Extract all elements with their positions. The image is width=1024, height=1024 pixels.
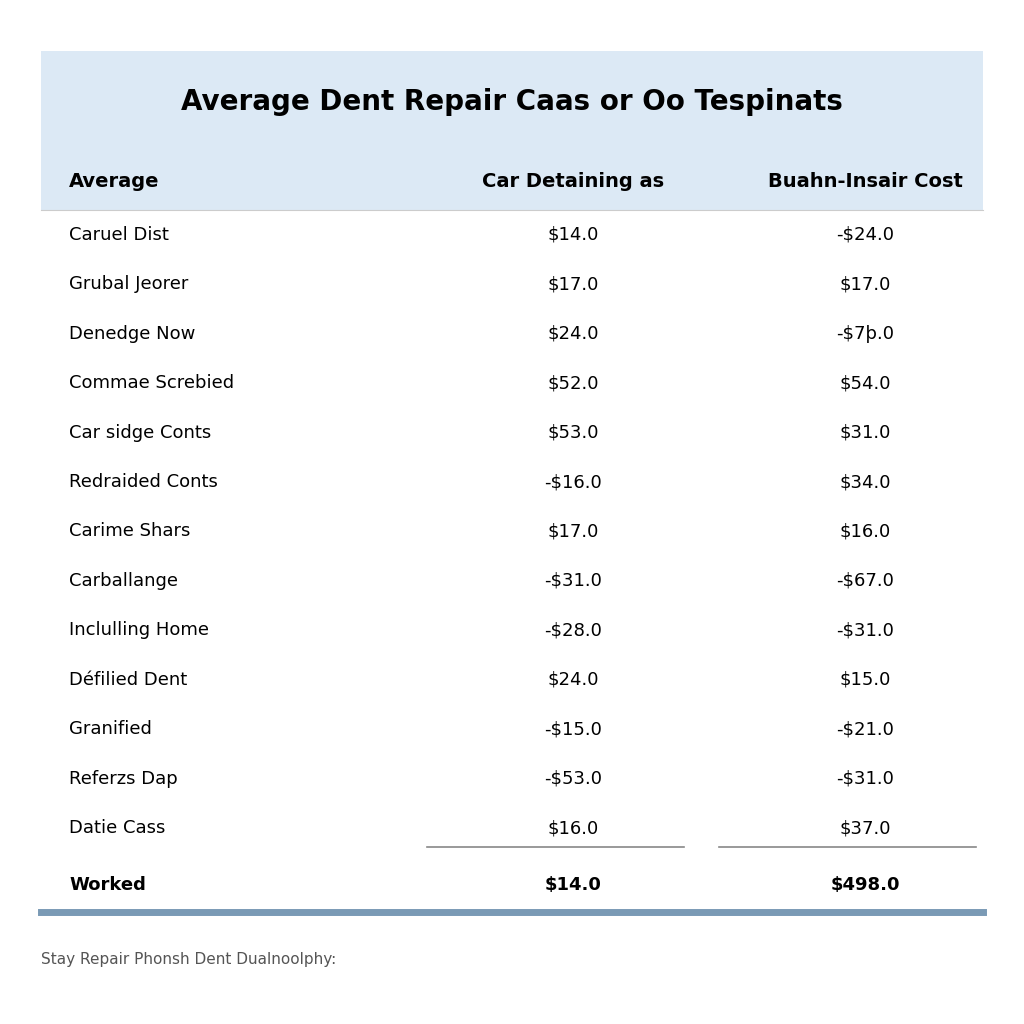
Text: Worked: Worked: [70, 877, 146, 894]
Text: $37.0: $37.0: [840, 819, 891, 838]
Text: $54.0: $54.0: [840, 374, 891, 392]
Text: Inclulling Home: Inclulling Home: [70, 622, 209, 639]
Text: -$15.0: -$15.0: [545, 720, 602, 738]
Text: Défilied Dent: Défilied Dent: [70, 671, 187, 689]
Text: Datie Cass: Datie Cass: [70, 819, 166, 838]
Text: -$53.0: -$53.0: [544, 770, 602, 787]
Text: -$28.0: -$28.0: [545, 622, 602, 639]
Text: $16.0: $16.0: [548, 819, 599, 838]
Text: Carballange: Carballange: [70, 572, 178, 590]
Text: Buahn-Insair Cost: Buahn-Insair Cost: [768, 172, 963, 191]
Text: Stay Repair Phonsh Dent Dualnoolphy:: Stay Repair Phonsh Dent Dualnoolphy:: [41, 952, 336, 968]
Text: Grubal Jeorer: Grubal Jeorer: [70, 275, 188, 293]
Text: Car Detaining as: Car Detaining as: [482, 172, 665, 191]
Text: Granified: Granified: [70, 720, 153, 738]
Bar: [41, 154, 983, 210]
Text: -$16.0: -$16.0: [545, 473, 602, 490]
Text: Average: Average: [70, 172, 160, 191]
Text: $16.0: $16.0: [840, 522, 891, 541]
Text: $17.0: $17.0: [840, 275, 891, 293]
Text: Redraided Conts: Redraided Conts: [70, 473, 218, 490]
Text: $34.0: $34.0: [840, 473, 891, 490]
Text: $498.0: $498.0: [830, 877, 900, 894]
Text: $52.0: $52.0: [548, 374, 599, 392]
Text: Carime Shars: Carime Shars: [70, 522, 190, 541]
Text: -$24.0: -$24.0: [837, 225, 894, 244]
Text: $17.0: $17.0: [548, 275, 599, 293]
Text: $24.0: $24.0: [548, 325, 599, 343]
Text: -$31.0: -$31.0: [837, 622, 894, 639]
Text: -$7þ.0: -$7þ.0: [837, 325, 894, 343]
Text: Caruel Dist: Caruel Dist: [70, 225, 169, 244]
Text: $14.0: $14.0: [548, 225, 599, 244]
Text: Denedge Now: Denedge Now: [70, 325, 196, 343]
Text: $53.0: $53.0: [548, 424, 599, 441]
Text: -$31.0: -$31.0: [545, 572, 602, 590]
Text: $24.0: $24.0: [548, 671, 599, 689]
Text: -$31.0: -$31.0: [837, 770, 894, 787]
Text: -$67.0: -$67.0: [837, 572, 894, 590]
Text: Referzs Dap: Referzs Dap: [70, 770, 178, 787]
Text: $14.0: $14.0: [545, 877, 602, 894]
Text: $31.0: $31.0: [840, 424, 891, 441]
Text: Commae Screbied: Commae Screbied: [70, 374, 234, 392]
Bar: [41, 51, 983, 154]
Text: -$21.0: -$21.0: [837, 720, 894, 738]
Text: $17.0: $17.0: [548, 522, 599, 541]
Text: Car sidge Conts: Car sidge Conts: [70, 424, 212, 441]
Text: Average Dent Repair Caas or Oo Tespinats: Average Dent Repair Caas or Oo Tespinats: [181, 88, 843, 117]
Text: $15.0: $15.0: [840, 671, 891, 689]
